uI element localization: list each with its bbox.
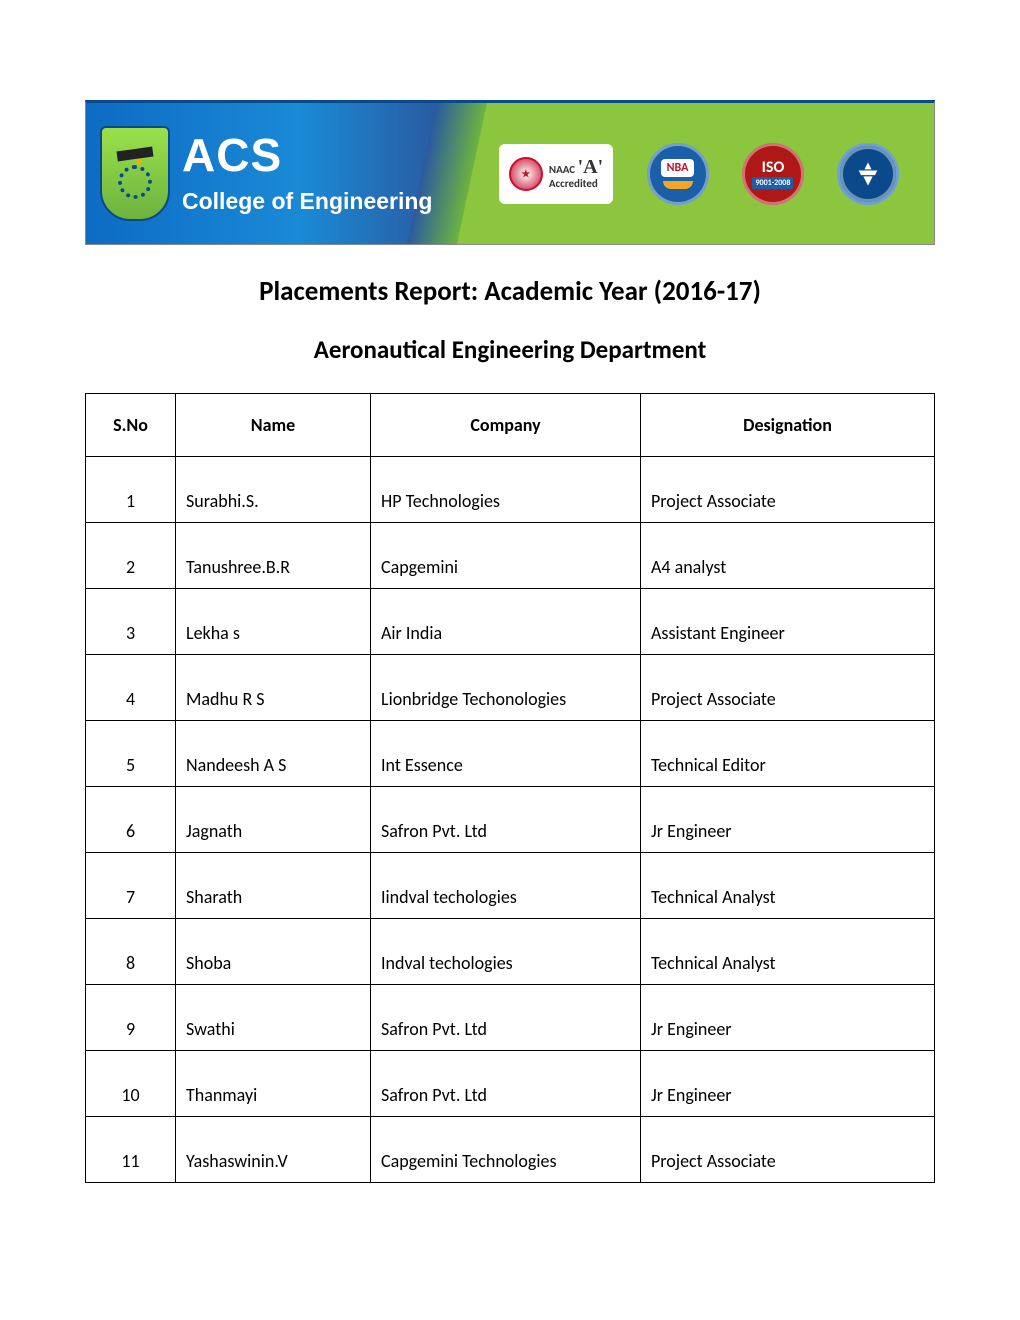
naac-badge: ★ NAAC 'A' Accredited <box>499 144 613 204</box>
table-row: 11Yashaswinin.VCapgemini TechnologiesPro… <box>86 1117 935 1183</box>
college-banner: ACS College of Engineering ★ NAAC 'A' Ac… <box>85 100 935 245</box>
page-title: Placements Report: Academic Year (2016-1… <box>85 275 935 308</box>
cell-company: Safron Pvt. Ltd <box>371 985 641 1051</box>
cell-designation: A4 analyst <box>641 523 935 589</box>
org-name: College of Engineering <box>182 188 432 215</box>
table-row: 1Surabhi.S.HP TechnologiesProject Associ… <box>86 457 935 523</box>
cell-designation: Technical Editor <box>641 721 935 787</box>
cell-name: Thanmayi <box>176 1051 371 1117</box>
cell-designation: Project Associate <box>641 1117 935 1183</box>
cell-sno: 11 <box>86 1117 176 1183</box>
placements-table: S.No Name Company Designation 1Surabhi.S… <box>85 393 935 1183</box>
cell-sno: 2 <box>86 523 176 589</box>
naac-seal-icon: ★ <box>509 157 543 191</box>
cell-company: Safron Pvt. Ltd <box>371 1051 641 1117</box>
cell-name: Lekha s <box>176 589 371 655</box>
header-company: Company <box>371 394 641 457</box>
naac-sub: Accredited <box>549 177 598 190</box>
cell-name: Swathi <box>176 985 371 1051</box>
cell-sno: 4 <box>86 655 176 721</box>
table-row: 7SharathIindval techologiesTechnical Ana… <box>86 853 935 919</box>
table-row: 3Lekha sAir IndiaAssistant Engineer <box>86 589 935 655</box>
cell-designation: Project Associate <box>641 457 935 523</box>
table-row: 8ShobaIndval techologiesTechnical Analys… <box>86 919 935 985</box>
cell-company: Safron Pvt. Ltd <box>371 787 641 853</box>
cell-name: Madhu R S <box>176 655 371 721</box>
cell-name: Nandeesh A S <box>176 721 371 787</box>
cell-designation: Project Associate <box>641 655 935 721</box>
cell-sno: 1 <box>86 457 176 523</box>
cell-company: Capgemini <box>371 523 641 589</box>
table-row: 4Madhu R SLionbridge TechonologiesProjec… <box>86 655 935 721</box>
header-sno: S.No <box>86 394 176 457</box>
table-row: 9SwathiSafron Pvt. LtdJr Engineer <box>86 985 935 1051</box>
banner-right: ★ NAAC 'A' Accredited NBA ISO 9001-2008 <box>442 103 934 244</box>
cell-sno: 7 <box>86 853 176 919</box>
cell-company: HP Technologies <box>371 457 641 523</box>
cell-company: Capgemini Technologies <box>371 1117 641 1183</box>
cell-company: Lionbridge Techonologies <box>371 655 641 721</box>
cell-designation: Jr Engineer <box>641 787 935 853</box>
cell-designation: Assistant Engineer <box>641 589 935 655</box>
cell-company: Air India <box>371 589 641 655</box>
cell-sno: 3 <box>86 589 176 655</box>
table-row: 10ThanmayiSafron Pvt. LtdJr Engineer <box>86 1051 935 1117</box>
table-row: 5Nandeesh A SInt EssenceTechnical Editor <box>86 721 935 787</box>
naac-label: NAAC <box>549 163 575 176</box>
table-header-row: S.No Name Company Designation <box>86 394 935 457</box>
cell-company: Iindval techologies <box>371 853 641 919</box>
cell-name: Shoba <box>176 919 371 985</box>
cell-name: Yashaswinin.V <box>176 1117 371 1183</box>
header-designation: Designation <box>641 394 935 457</box>
org-short: ACS <box>182 132 432 178</box>
cell-sno: 10 <box>86 1051 176 1117</box>
cell-sno: 8 <box>86 919 176 985</box>
header-name: Name <box>176 394 371 457</box>
table-row: 2Tanushree.B.RCapgeminiA4 analyst <box>86 523 935 589</box>
cell-designation: Technical Analyst <box>641 853 935 919</box>
table-row: 6JagnathSafron Pvt. LtdJr Engineer <box>86 787 935 853</box>
cell-sno: 9 <box>86 985 176 1051</box>
naac-grade: 'A' <box>578 156 604 178</box>
cell-name: Sharath <box>176 853 371 919</box>
cell-company: Int Essence <box>371 721 641 787</box>
banner-left: ACS College of Engineering <box>86 103 442 244</box>
cell-name: Tanushree.B.R <box>176 523 371 589</box>
college-shield-icon <box>100 126 170 221</box>
cell-designation: Jr Engineer <box>641 1051 935 1117</box>
cell-designation: Jr Engineer <box>641 985 935 1051</box>
nba-badge-icon: NBA <box>647 143 709 205</box>
cell-sno: 5 <box>86 721 176 787</box>
cell-name: Jagnath <box>176 787 371 853</box>
cell-designation: Technical Analyst <box>641 919 935 985</box>
cell-company: Indval techologies <box>371 919 641 985</box>
cell-sno: 6 <box>86 787 176 853</box>
cell-name: Surabhi.S. <box>176 457 371 523</box>
seal-badge-icon <box>837 143 899 205</box>
iso-badge-icon: ISO 9001-2008 <box>742 143 804 205</box>
department-subtitle: Aeronautical Engineering Department <box>85 334 935 365</box>
